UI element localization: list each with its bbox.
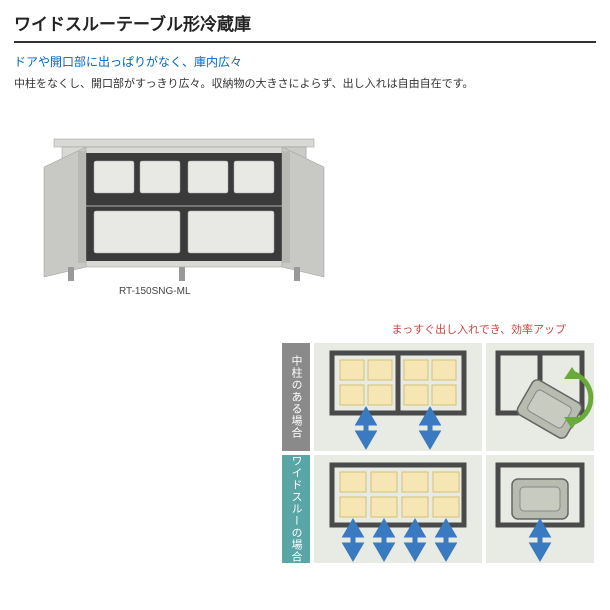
diagram-cell-1-2 bbox=[486, 343, 594, 451]
product-image-area: RT-150SNG-ML bbox=[14, 111, 596, 311]
side-label-wide-through: ワイドスルーの場合 bbox=[282, 455, 310, 563]
page-title: ワイドスルーテーブル形冷蔵庫 bbox=[14, 10, 596, 43]
diagram-svg-1-1 bbox=[314, 343, 482, 451]
side-label-with-pillar: 中柱のある場合 bbox=[282, 343, 310, 451]
comparison-diagram-section: まっすぐ出し入れでき、効率アップ 中柱のある場合 ワイドスルーの場合 bbox=[14, 321, 596, 563]
diagram-svg-2-1 bbox=[314, 455, 482, 563]
diagram-svg-2-2 bbox=[486, 455, 594, 563]
diagram-cell-1-1 bbox=[314, 343, 482, 451]
model-number-label: RT-150SNG-ML bbox=[119, 286, 191, 297]
diagram-cell-2-1 bbox=[314, 455, 482, 563]
side-labels-column: 中柱のある場合 ワイドスルーの場合 bbox=[282, 343, 310, 563]
diagram-cell-2-2 bbox=[486, 455, 594, 563]
diagram-svg-1-2 bbox=[486, 343, 594, 451]
page-description: 中柱をなくし、開口部がすっきり広々。収納物の大きさによらず、出し入れは自由自在で… bbox=[14, 76, 596, 93]
diagram-col-2 bbox=[486, 343, 594, 563]
product-illustration bbox=[14, 111, 354, 291]
diagram-grid: 中柱のある場合 ワイドスルーの場合 bbox=[14, 343, 596, 563]
diagram-caption: まっすぐ出し入れでき、効率アップ bbox=[14, 321, 596, 337]
page-subtitle: ドアや開口部に出っぱりがなく、庫内広々 bbox=[14, 53, 596, 70]
diagram-col-1 bbox=[314, 343, 482, 563]
